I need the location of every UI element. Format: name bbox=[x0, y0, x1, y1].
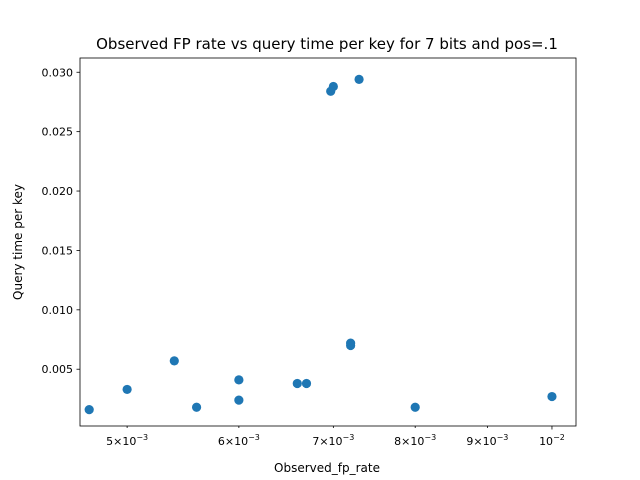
x-axis: 5×10−3 6×10−3 7×10−3 8×10−3 9×10−3 10−2 bbox=[106, 426, 565, 448]
x-tick-label: 7×10−3 bbox=[312, 433, 354, 448]
x-axis-label: Observed_fp_rate bbox=[274, 461, 380, 475]
plot-area bbox=[79, 57, 577, 427]
data-point bbox=[410, 402, 420, 412]
data-point bbox=[234, 375, 244, 385]
y-axis: 0.005 0.010 0.015 0.020 0.025 0.030 bbox=[42, 66, 80, 376]
data-point bbox=[301, 378, 312, 389]
data-point bbox=[84, 405, 94, 415]
x-tick-label: 8×10−3 bbox=[394, 433, 436, 448]
x-tick-label: 6×10−3 bbox=[218, 433, 260, 448]
data-point bbox=[292, 378, 302, 389]
data-point bbox=[354, 74, 364, 84]
data-point bbox=[234, 395, 244, 405]
y-axis-label: Query time per key bbox=[11, 184, 25, 300]
data-points bbox=[84, 74, 557, 415]
y-tick-label: 0.010 bbox=[42, 304, 74, 317]
data-point bbox=[547, 391, 557, 402]
y-tick-label: 0.020 bbox=[42, 185, 74, 198]
x-tick-label: 10−2 bbox=[539, 433, 565, 448]
y-tick-label: 0.030 bbox=[42, 66, 74, 79]
x-tick-label: 5×10−3 bbox=[106, 433, 148, 448]
data-point bbox=[346, 338, 356, 348]
y-tick-label: 0.025 bbox=[42, 126, 74, 139]
y-tick-label: 0.015 bbox=[42, 244, 74, 257]
data-point bbox=[122, 384, 132, 395]
data-point bbox=[169, 356, 179, 366]
x-tick-label: 9×10−3 bbox=[466, 433, 508, 448]
y-tick-label: 0.005 bbox=[42, 363, 74, 376]
data-point bbox=[328, 81, 338, 92]
data-point bbox=[191, 402, 202, 412]
chart-title: Observed FP rate vs query time per key f… bbox=[96, 35, 558, 53]
plot-frame bbox=[79, 57, 577, 427]
